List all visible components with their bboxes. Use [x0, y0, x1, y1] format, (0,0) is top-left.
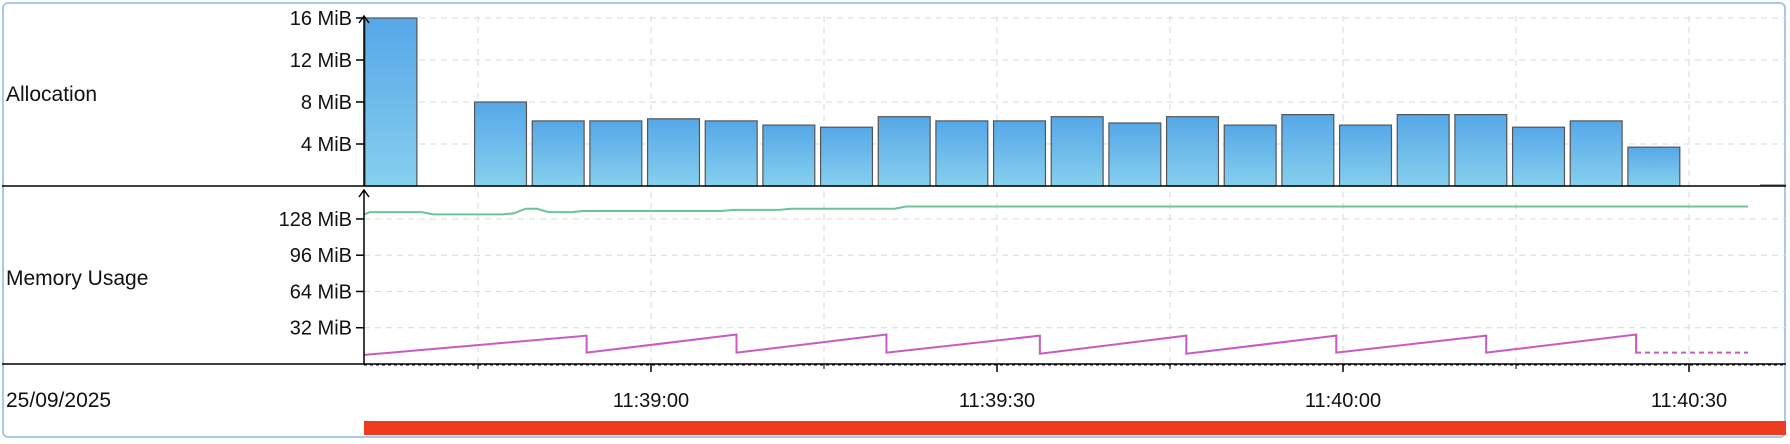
allocation-ytick-label: 4 MiB [301, 134, 352, 156]
allocation-bar [589, 120, 643, 187]
allocation-bar [1223, 124, 1277, 187]
allocation-bar [364, 17, 418, 187]
y-axis-arrow [358, 188, 370, 198]
y-axis-arrow [358, 14, 370, 24]
allocation-bar [646, 118, 701, 187]
chart-frame [2, 2, 1786, 438]
allocation-bar [1454, 113, 1508, 187]
allocation-bar [1338, 124, 1393, 187]
heap-memory-line [363, 333, 1638, 356]
allocation-bar [531, 120, 585, 187]
allocation-bar [992, 120, 1047, 187]
allocation-bar [1050, 116, 1104, 187]
date-label: 25/09/2025 [6, 389, 111, 412]
allocation-bar [1108, 122, 1162, 187]
memory-panel-label: Memory Usage [6, 267, 148, 290]
heap-memory-line-projected [1635, 334, 1748, 354]
allocation-bar [1396, 113, 1450, 187]
time-tick-label: 11:40:00 [1305, 390, 1381, 412]
time-tick-label: 11:39:00 [613, 390, 689, 412]
allocation-bar [1627, 146, 1681, 187]
timeline-range-bar[interactable] [364, 421, 1786, 435]
allocation-bar [819, 126, 874, 187]
allocation-ytick-label: 8 MiB [301, 92, 352, 114]
memory-ytick-label: 32 MiB [290, 318, 352, 340]
allocation-panel-label: Allocation [6, 83, 97, 106]
memory-ytick-label: 96 MiB [290, 245, 352, 267]
allocation-bar [1569, 120, 1623, 187]
memory-ytick-label: 128 MiB [279, 209, 352, 231]
allocation-bar [1165, 116, 1220, 187]
allocation-bar [1281, 113, 1335, 187]
allocation-bar [1511, 126, 1566, 187]
memory-ytick-label: 64 MiB [290, 281, 352, 303]
memory-lines [363, 205, 1748, 356]
used-memory-line [363, 205, 1748, 216]
axes [2, 14, 1786, 372]
allocation-ytick-label: 12 MiB [290, 50, 352, 72]
allocation-bar [762, 124, 816, 187]
time-tick-label: 11:40:30 [1651, 390, 1727, 412]
allocation-ytick-label: 16 MiB [290, 8, 352, 30]
allocation-bar [877, 116, 931, 187]
allocation-bars [364, 17, 1786, 187]
grid-lines [364, 16, 1786, 364]
tick-labels: 4 MiB 8 MiB 12 MiB 16 MiB 32 MiB 64 MiB 96 MiB… [279, 8, 1728, 412]
allocation-bar [473, 101, 528, 187]
time-tick-label: 11:39:30 [959, 390, 1035, 412]
allocation-bar [935, 120, 989, 187]
allocation-bar [704, 120, 758, 187]
